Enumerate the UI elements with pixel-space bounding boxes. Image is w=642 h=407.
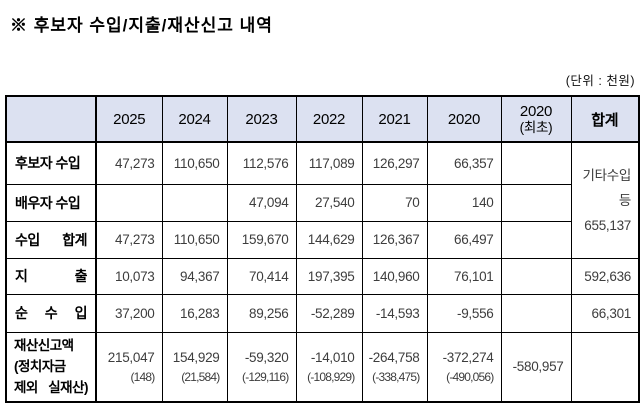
header-2020-initial: 2020 (최초) — [500, 95, 572, 143]
cell-other-income-note: 기타수입 등 655,137 — [570, 141, 640, 259]
cell-property-total — [570, 331, 640, 403]
row-spouse-income: 배우자 수입 47,094 27,540 70 140 — [5, 183, 639, 222]
cell-expense-2020-initial — [500, 257, 572, 295]
cell-net-income-2022: -52,289 — [295, 293, 363, 333]
cell-spouse-income-2025 — [95, 183, 163, 222]
income-expense-property-table: 2025 2024 2023 2022 2021 2020 2020 (최초) … — [5, 95, 640, 403]
property-label-line3: 제외 실재산) — [14, 380, 89, 396]
cell-property-2021: -264,758 (-338,475) — [361, 331, 428, 403]
cell-property-2022: -14,010 (-108,929) — [295, 331, 363, 403]
header-2020-initial-line1: 2020 — [519, 103, 553, 120]
cell-spouse-income-2020-initial — [500, 183, 572, 222]
cell-spouse-income-2023: 47,094 — [226, 183, 297, 222]
cell-candidate-income-2022: 117,089 — [295, 141, 363, 185]
cell-property-2024: 154,929 (21,584) — [161, 331, 228, 403]
header-2025: 2025 — [95, 95, 163, 143]
cell-candidate-income-2020-initial — [500, 141, 572, 185]
property-label-line2: (정치자금 — [14, 359, 66, 375]
cell-spouse-income-2022: 27,540 — [295, 183, 363, 222]
cell-property-2020: -372,274 (-490,056) — [426, 331, 502, 403]
cell-income-total-2020: 66,497 — [426, 220, 502, 259]
row-income-total: 수입 합계 47,273 110,650 159,670 144,629 126… — [5, 220, 639, 259]
cell-expense-2021: 140,960 — [361, 257, 428, 295]
row-candidate-income: 후보자 수입 47,273 110,650 112,576 117,089 12… — [5, 141, 640, 259]
header-total: 합계 — [570, 95, 640, 143]
cell-spouse-income-2020: 140 — [426, 183, 502, 222]
cell-income-total-2020-initial — [500, 220, 572, 259]
cell-candidate-income-2025: 47,273 — [95, 141, 163, 185]
cell-candidate-income-2023: 112,576 — [226, 141, 297, 185]
cell-property-2025: 215,047 (148) — [95, 331, 163, 403]
header-2021: 2021 — [361, 95, 428, 143]
other-income-line1: 기타수입 — [582, 167, 632, 183]
cell-candidate-income-2024: 110,650 — [161, 141, 228, 185]
row-label-net-income: 순 수 입 — [5, 293, 97, 333]
row-label-spouse-income: 배우자 수입 — [5, 183, 97, 222]
cell-expense-2023: 70,414 — [226, 257, 297, 295]
cell-net-income-total: 66,301 — [570, 293, 640, 333]
row-property-declaration: 재산신고액 (정치자금 제외 실재산) 215,047 (148) 154,92… — [5, 331, 640, 403]
cell-net-income-2020-initial — [500, 293, 572, 333]
cell-expense-total: 592,636 — [570, 257, 640, 295]
row-net-income: 순 수 입 37,200 16,283 89,256 -52,289 -14,5… — [5, 293, 640, 333]
cell-income-total-2022: 144,629 — [295, 220, 363, 259]
cell-income-total-2023: 159,670 — [226, 220, 297, 259]
cell-income-total-2021: 126,367 — [361, 220, 428, 259]
table-header-row: 2025 2024 2023 2022 2021 2020 2020 (최초) … — [5, 95, 640, 143]
unit-note: (단위 : 천원) — [565, 74, 635, 88]
cell-spouse-income-2024 — [161, 183, 228, 222]
cell-property-2023: -59,320 (-129,116) — [226, 331, 297, 403]
cell-net-income-2025: 37,200 — [95, 293, 163, 333]
cell-income-total-2024: 110,650 — [161, 220, 228, 259]
cell-expense-2022: 197,395 — [295, 257, 363, 295]
row-expense: 지 출 10,073 94,367 70,414 197,395 140,960… — [5, 257, 640, 295]
cell-expense-2020: 76,101 — [426, 257, 502, 295]
row-label-expense: 지 출 — [5, 257, 97, 295]
cell-income-total-2025: 47,273 — [95, 220, 163, 259]
row-label-candidate-income: 후보자 수입 — [5, 141, 97, 185]
cell-candidate-income-2021: 126,297 — [361, 141, 428, 185]
cell-expense-2024: 94,367 — [161, 257, 228, 295]
cell-candidate-income-2020: 66,357 — [426, 141, 502, 185]
page-title: ※ 후보자 수입/지출/재산신고 내역 — [10, 16, 273, 35]
cell-net-income-2023: 89,256 — [226, 293, 297, 333]
cell-net-income-2024: 16,283 — [161, 293, 228, 333]
header-2020: 2020 — [426, 95, 502, 143]
cell-net-income-2021: -14,593 — [361, 293, 428, 333]
header-2023: 2023 — [226, 95, 297, 143]
row-label-income-total: 수입 합계 — [5, 220, 97, 259]
cell-expense-2025: 10,073 — [95, 257, 163, 295]
property-label-line1: 재산신고액 — [14, 338, 74, 354]
cell-property-2020-initial: -580,957 — [500, 331, 572, 403]
header-2020-initial-line2: (최초) — [519, 120, 553, 135]
header-empty — [5, 95, 97, 143]
cell-net-income-2020: -9,556 — [426, 293, 502, 333]
other-income-line2: 등 — [618, 192, 631, 208]
other-income-amount: 655,137 — [584, 217, 631, 233]
header-2022: 2022 — [295, 95, 363, 143]
header-2024: 2024 — [161, 95, 228, 143]
row-label-property-declaration: 재산신고액 (정치자금 제외 실재산) — [5, 331, 97, 403]
cell-spouse-income-2021: 70 — [361, 183, 428, 222]
